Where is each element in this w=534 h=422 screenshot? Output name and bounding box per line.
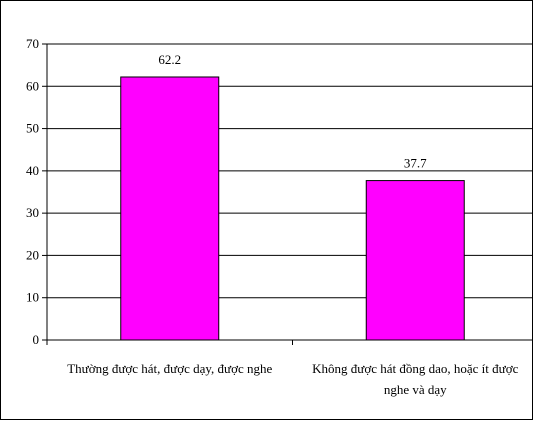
bars (120, 76, 465, 341)
y-tick-label-0: 0 (33, 332, 40, 347)
y-tick-label-60: 60 (26, 78, 39, 93)
category-label-1-line-1: nghe và dạy (384, 382, 447, 397)
category-label-1-line-0: Không được hát đồng dao, hoặc ít được (312, 361, 518, 376)
y-tick-label-40: 40 (26, 163, 39, 178)
y-tick-label-20: 20 (26, 247, 39, 262)
y-tick-label-50: 50 (26, 121, 39, 136)
y-tick-label-10: 10 (26, 290, 39, 305)
bar-1 (365, 180, 465, 341)
bar-0 (120, 76, 220, 341)
y-tick-label-30: 30 (26, 205, 39, 220)
category-label-0-line-0: Thường được hát, được dạy, được nghe (67, 361, 272, 376)
y-tick-label-70: 70 (26, 36, 39, 51)
labels: 0 10 20 30 40 50 60 70 62.2 Thường được hát, được… (26, 36, 519, 397)
data-label-0: 62.2 (158, 52, 181, 67)
data-label-1: 37.7 (404, 156, 427, 171)
